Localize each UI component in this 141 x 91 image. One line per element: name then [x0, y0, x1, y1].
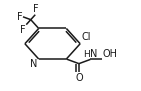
Text: H: H: [83, 50, 90, 59]
Text: F: F: [20, 25, 26, 35]
Text: F: F: [33, 4, 39, 14]
Text: N: N: [30, 59, 37, 69]
Text: N: N: [90, 49, 98, 59]
Text: O: O: [75, 73, 83, 83]
Text: Cl: Cl: [81, 32, 91, 42]
Text: F: F: [17, 12, 22, 22]
Text: OH: OH: [103, 49, 118, 59]
